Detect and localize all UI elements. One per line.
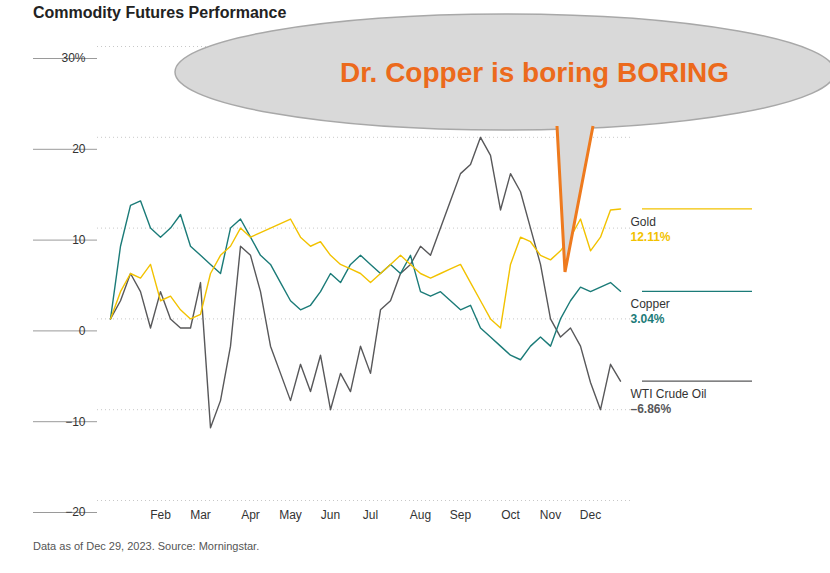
svg-text:12.11%: 12.11%: [631, 230, 671, 244]
svg-text:Nov: Nov: [540, 508, 561, 522]
svg-text:Jun: Jun: [321, 508, 340, 522]
svg-text:10: 10: [72, 233, 86, 247]
svg-text:0: 0: [79, 324, 86, 338]
svg-text:Mar: Mar: [190, 508, 211, 522]
svg-text:WTI Crude Oil: WTI Crude Oil: [631, 387, 707, 401]
svg-text:–6.86%: –6.86%: [631, 402, 672, 416]
svg-text:Dec: Dec: [580, 508, 601, 522]
svg-text:May: May: [279, 508, 302, 522]
svg-text:Sep: Sep: [450, 508, 472, 522]
svg-text:Dr. Copper is boring BORING: Dr. Copper is boring BORING: [340, 57, 729, 88]
svg-text:30%: 30%: [61, 51, 85, 65]
svg-text:3.04%: 3.04%: [631, 312, 665, 326]
svg-text:−10: −10: [65, 415, 86, 429]
html-text:Data as of Dec 29, 2023. Sourc: Data as of Dec 29, 2023. Source: Morning…: [33, 540, 260, 552]
svg-text:Jul: Jul: [363, 508, 378, 522]
svg-text:Aug: Aug: [410, 508, 431, 522]
html-text:Commodity Futures Performance: Commodity Futures Performance: [33, 4, 287, 21]
svg-text:Apr: Apr: [241, 508, 260, 522]
svg-text:Feb: Feb: [150, 508, 171, 522]
svg-text:Oct: Oct: [501, 508, 520, 522]
svg-text:20: 20: [72, 142, 86, 156]
svg-text:Gold: Gold: [631, 215, 656, 229]
svg-text:−20: −20: [65, 505, 86, 519]
svg-text:Copper: Copper: [631, 297, 670, 311]
